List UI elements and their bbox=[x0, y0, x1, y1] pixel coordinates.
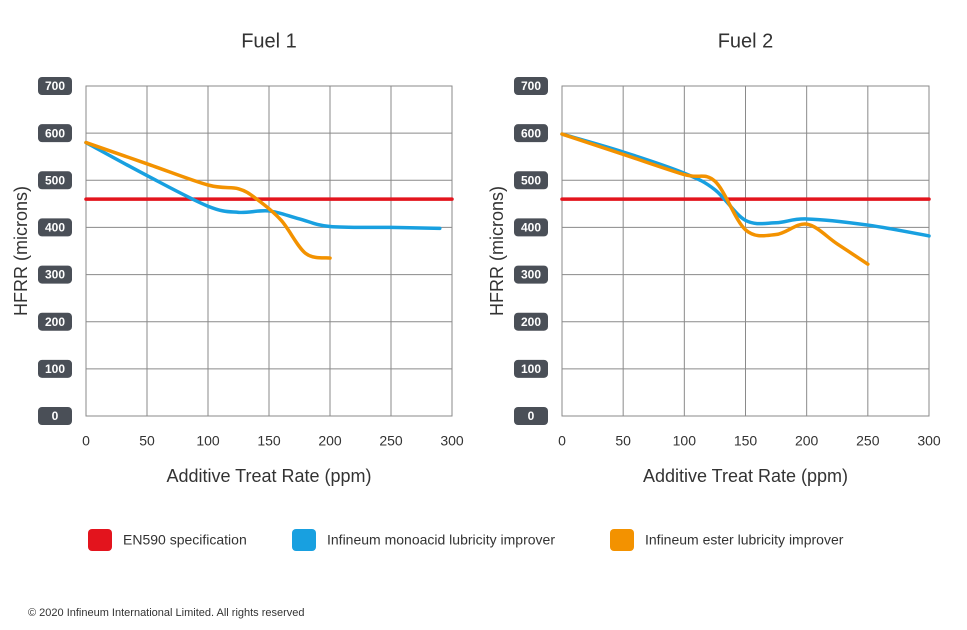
y-tick: 400 bbox=[514, 218, 548, 237]
y-tick-label: 600 bbox=[521, 126, 541, 140]
line bbox=[560, 132, 870, 266]
legend-swatch bbox=[88, 529, 112, 551]
x-tick-label: 250 bbox=[379, 433, 403, 449]
y-tick-label: 400 bbox=[521, 221, 541, 235]
y-tick-box bbox=[38, 265, 72, 284]
x-tick-label: 150 bbox=[257, 433, 281, 449]
x-tick-label: 150 bbox=[734, 433, 758, 449]
y-tick: 100 bbox=[514, 359, 548, 378]
legend-swatch bbox=[610, 529, 634, 551]
y-tick-box bbox=[514, 171, 548, 190]
x-tick-label: 50 bbox=[139, 433, 155, 449]
y-tick-label: 300 bbox=[521, 268, 541, 282]
y-tick-box bbox=[514, 265, 548, 284]
y-tick: 200 bbox=[514, 312, 548, 331]
y-tick-box bbox=[514, 312, 548, 331]
x-axis-label: Additive Treat Rate (ppm) bbox=[643, 466, 848, 486]
y-tick-label: 500 bbox=[45, 173, 65, 187]
y-tick-box bbox=[38, 407, 72, 425]
y-tick-box bbox=[38, 218, 72, 237]
chart-title: Fuel 2 bbox=[718, 30, 774, 52]
x-axis-label: Additive Treat Rate (ppm) bbox=[166, 466, 371, 486]
y-tick-label: 200 bbox=[45, 315, 65, 329]
y-tick-box bbox=[514, 359, 548, 378]
y-tick: 0 bbox=[38, 407, 72, 425]
y-tick-label: 100 bbox=[45, 362, 65, 376]
y-tick-box bbox=[38, 171, 72, 190]
y-tick: 500 bbox=[514, 171, 548, 190]
y-tick-box bbox=[38, 359, 72, 378]
y-tick: 500 bbox=[38, 171, 72, 190]
x-tick-label: 100 bbox=[673, 433, 697, 449]
y-tick-label: 0 bbox=[528, 409, 535, 423]
y-tick-label: 0 bbox=[52, 409, 59, 423]
x-tick-label: 0 bbox=[82, 433, 90, 449]
legend-label: EN590 specification bbox=[123, 532, 247, 548]
legend-label: Infineum monoacid lubricity improver bbox=[327, 532, 555, 548]
y-tick-label: 500 bbox=[521, 173, 541, 187]
y-tick: 0 bbox=[514, 407, 548, 425]
y-tick-box bbox=[38, 77, 72, 95]
y-tick-box bbox=[38, 124, 72, 143]
x-tick-label: 250 bbox=[856, 433, 880, 449]
y-axis-label: HFRR (microns) bbox=[487, 186, 507, 316]
y-tick: 100 bbox=[38, 359, 72, 378]
y-tick-label: 700 bbox=[45, 79, 65, 93]
y-tick: 400 bbox=[38, 218, 72, 237]
y-axis-label: HFRR (microns) bbox=[11, 186, 31, 316]
y-tick-box bbox=[38, 312, 72, 331]
footer: © 2020 Infineum International Limited. A… bbox=[28, 607, 305, 619]
x-tick-label: 200 bbox=[318, 433, 342, 449]
y-tick: 700 bbox=[514, 77, 548, 95]
legend-label: Infineum ester lubricity improver bbox=[645, 532, 844, 548]
plot-border bbox=[85, 85, 453, 417]
x-tick-label: 50 bbox=[615, 433, 631, 449]
y-tick: 700 bbox=[38, 77, 72, 95]
y-tick-label: 400 bbox=[45, 221, 65, 235]
line bbox=[84, 140, 442, 231]
x-tick-label: 200 bbox=[795, 433, 819, 449]
x-tick-label: 300 bbox=[440, 433, 464, 449]
chart-title: Fuel 1 bbox=[241, 30, 297, 52]
line bbox=[560, 132, 931, 238]
x-tick-label: 100 bbox=[196, 433, 220, 449]
x-tick-label: 300 bbox=[917, 433, 941, 449]
y-tick: 300 bbox=[514, 265, 548, 284]
y-tick-box bbox=[514, 407, 548, 425]
y-tick: 600 bbox=[514, 124, 548, 143]
y-tick-label: 700 bbox=[521, 79, 541, 93]
y-tick-label: 600 bbox=[45, 126, 65, 140]
x-tick-label: 0 bbox=[558, 433, 566, 449]
y-tick: 300 bbox=[38, 265, 72, 284]
legend-swatch bbox=[292, 529, 316, 551]
y-tick-label: 300 bbox=[45, 268, 65, 282]
plot-border bbox=[561, 85, 930, 417]
y-tick: 600 bbox=[38, 124, 72, 143]
y-tick-box bbox=[514, 124, 548, 143]
y-tick-box bbox=[514, 218, 548, 237]
y-tick: 200 bbox=[38, 312, 72, 331]
y-tick-label: 200 bbox=[521, 315, 541, 329]
line bbox=[84, 140, 332, 260]
y-tick-box bbox=[514, 77, 548, 95]
y-tick-label: 100 bbox=[521, 362, 541, 376]
